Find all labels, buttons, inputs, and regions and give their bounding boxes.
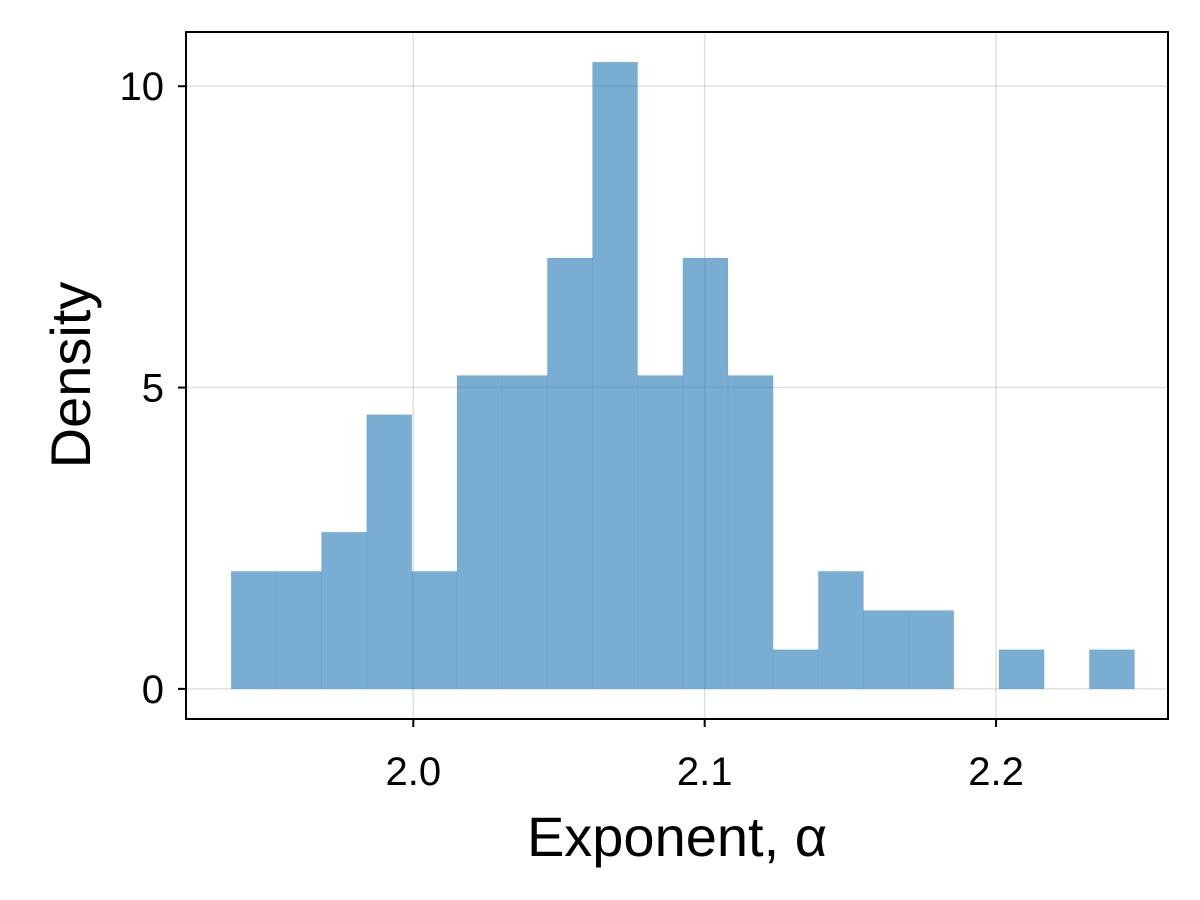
x-axis-title: Exponent, α [527, 805, 827, 868]
plot-frame [185, 31, 1169, 720]
histogram-bar [637, 375, 684, 690]
y-tick-label: 10 [120, 65, 165, 109]
x-tick-label: 2.1 [677, 750, 733, 794]
histogram-bar [456, 375, 503, 690]
histogram-bar [546, 257, 593, 690]
histogram-bar [320, 531, 368, 690]
x-tick-label: 2.2 [968, 750, 1024, 794]
histogram-bar [501, 375, 548, 690]
y-axis-title: Density [39, 282, 102, 469]
histogram-bar [862, 610, 910, 690]
y-tick-label: 0 [142, 668, 164, 712]
y-tick-label: 5 [142, 367, 164, 411]
axis-ticks [178, 85, 998, 727]
histogram-bar [727, 375, 774, 690]
histogram-bar [366, 414, 413, 690]
histogram-bar [682, 257, 729, 690]
histogram-bar [591, 61, 639, 690]
histogram-bar [817, 570, 864, 690]
histogram-bar [1088, 649, 1135, 690]
tick-labels: 2.0 2.1 2.2 0 5 10 [120, 65, 1024, 794]
histogram-bar [772, 649, 819, 690]
histogram-bars [230, 61, 1135, 690]
histogram-bar [908, 610, 955, 690]
x-tick-label: 2.0 [385, 750, 441, 794]
histogram-bar [998, 649, 1045, 690]
histogram-bar [275, 570, 322, 690]
histogram-bar [230, 570, 277, 690]
histogram-bar [411, 570, 458, 690]
